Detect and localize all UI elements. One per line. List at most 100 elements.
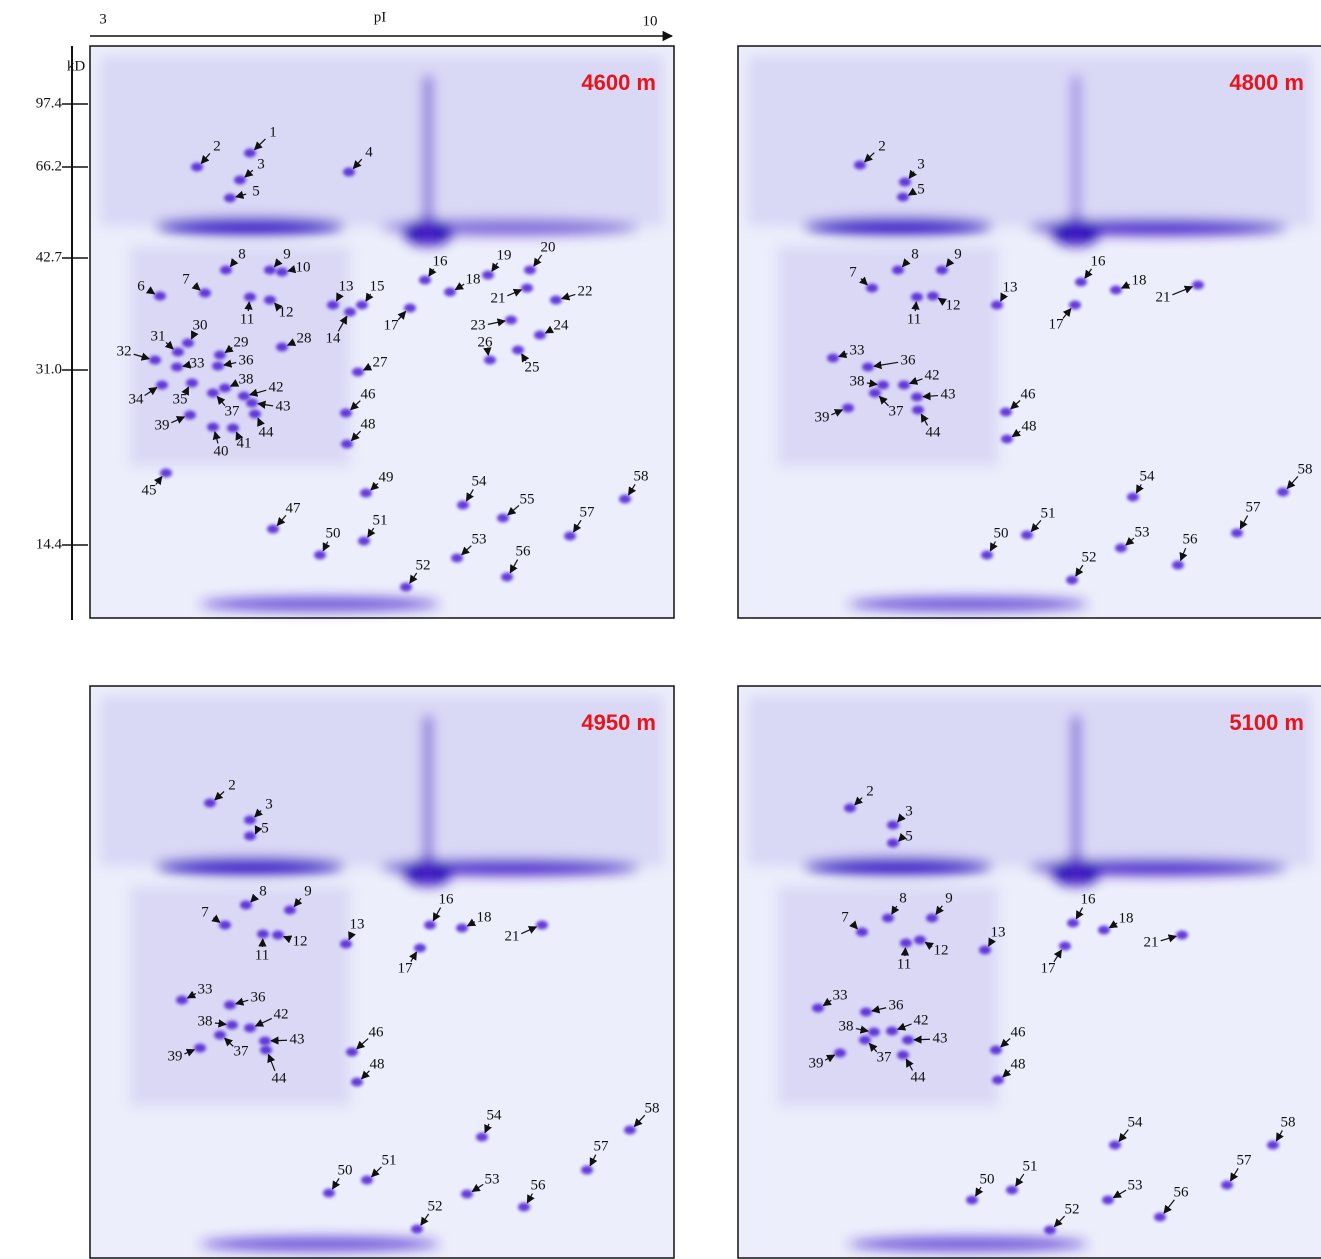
spot-label: 8 (259, 883, 267, 899)
spot-arrow (214, 791, 225, 801)
spot-label: 41 (237, 435, 252, 451)
mw-unit: kD (67, 58, 86, 74)
spot-arrow (1084, 268, 1093, 279)
spot-arrow (1075, 564, 1084, 577)
spot-arrow (560, 292, 576, 301)
spot-label: 52 (1065, 1201, 1080, 1217)
spot-arrow (420, 1213, 430, 1226)
spot-label: 33 (190, 355, 205, 371)
spot-arrow (235, 190, 247, 199)
spot-arrow (891, 905, 900, 915)
spot-label: 11 (255, 947, 269, 963)
spot-arrow (432, 907, 442, 922)
spot-label: 12 (279, 304, 294, 320)
spot-arrow (945, 258, 955, 268)
protein-spot (456, 923, 468, 933)
spot-label: 42 (269, 379, 284, 395)
spot-arrow (873, 360, 899, 370)
spot-label: 39 (155, 417, 170, 433)
protein-spot (343, 167, 355, 177)
protein-spot (564, 531, 576, 541)
protein-spot (257, 929, 269, 939)
spot-label: 43 (290, 1031, 305, 1047)
spot-label: 48 (361, 416, 376, 432)
spot-label: 26 (478, 334, 494, 350)
protein-spot (862, 362, 874, 372)
spot-arrow (223, 359, 237, 368)
protein-spot (404, 303, 416, 313)
spot-label: 32 (117, 343, 132, 359)
spot-arrow (989, 541, 998, 552)
spot-arrow (348, 931, 356, 941)
spot-label: 37 (877, 1049, 893, 1065)
spot-label: 18 (1132, 272, 1147, 288)
spot-arrow (1229, 1168, 1239, 1182)
spot-label: 46 (1011, 1024, 1027, 1040)
spot-label: 7 (841, 909, 849, 925)
spot-arrow (287, 265, 297, 274)
protein-spot (160, 468, 172, 478)
protein-spot (900, 938, 912, 948)
protein-spot (501, 572, 513, 582)
spot-arrow (254, 808, 264, 818)
spot-label: 57 (1237, 1152, 1253, 1168)
spot-arrow (1135, 484, 1144, 494)
spot-arrow (212, 430, 221, 444)
spot-arrow (824, 1054, 836, 1063)
protein-spot (199, 288, 211, 298)
spot-arrow (1053, 1215, 1066, 1228)
spot-arrow (211, 914, 221, 923)
spot-label: 16 (1081, 891, 1097, 907)
spot-label: 14 (326, 330, 342, 346)
protein-spot (314, 550, 326, 560)
vertical-streak (1072, 76, 1080, 246)
spot-label: 50 (326, 525, 341, 541)
spot-label: 13 (1003, 279, 1018, 295)
protein-spot (869, 388, 881, 398)
protein-spot (1277, 487, 1289, 497)
gel-smears (748, 56, 1312, 611)
spot-label: 8 (911, 246, 919, 262)
spot-arrow (920, 413, 929, 426)
spot-arrow (855, 1025, 869, 1034)
spot-label: 30 (193, 317, 208, 333)
spot-label: 39 (815, 409, 830, 425)
main-band (803, 217, 993, 235)
protein-spot (1221, 1180, 1233, 1190)
spot-arrow (908, 376, 923, 385)
protein-spot (156, 380, 168, 390)
protein-spot (1267, 1140, 1279, 1150)
protein-spot (484, 355, 496, 365)
protein-spot (827, 353, 839, 363)
spot-label: 8 (238, 246, 246, 262)
spot-arrow (1053, 949, 1062, 963)
spot-label: 2 (213, 138, 221, 154)
spot-arrow (370, 1166, 382, 1178)
mw-tick-label: 42.7 (36, 249, 63, 265)
spot-label: 21 (505, 928, 520, 944)
protein-spot (936, 265, 948, 275)
spot-arrow (282, 935, 293, 944)
gel-smears (748, 696, 1312, 1251)
spot-label: 46 (1021, 386, 1037, 402)
pi-end: 10 (643, 13, 658, 29)
spot-arrow (988, 937, 996, 947)
spot-label: 15 (370, 278, 385, 294)
spot-arrow (507, 288, 523, 297)
protein-spot (240, 900, 252, 910)
protein-spot (207, 388, 219, 398)
protein-spot (360, 488, 372, 498)
spot-arrow (526, 1193, 535, 1204)
spot-label: 17 (1041, 960, 1057, 976)
spot-arrow (1015, 1173, 1025, 1187)
spot-arrow (878, 395, 890, 407)
spot-label: 5 (917, 181, 925, 197)
mid-haze (130, 246, 350, 466)
spot-label: 5 (905, 828, 913, 844)
spot-arrow (1000, 292, 1008, 302)
spot-arrow (1275, 1130, 1284, 1142)
protein-spot (214, 350, 226, 360)
spot-arrow (216, 395, 226, 407)
